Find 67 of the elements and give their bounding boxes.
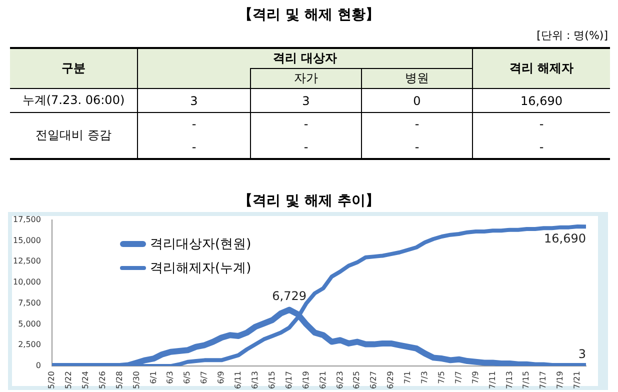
text: 전일대비 증감 (10, 112, 138, 158)
text: - (138, 136, 250, 158)
y-tick-label: 5,000 (18, 319, 41, 328)
y-tick-label: 0 (36, 361, 41, 370)
text: - (138, 112, 250, 136)
data-label: 6,729 (272, 288, 307, 303)
x-tick-label: 7/13 (504, 371, 514, 390)
text: - (538, 138, 545, 156)
text: 3 (138, 88, 250, 112)
x-tick-label: 7/5 (436, 371, 446, 384)
text: - (250, 136, 362, 158)
y-tick-label: 10,000 (12, 278, 41, 287)
x-tick-label: 6/7 (200, 371, 209, 384)
y-tick-label: 12,500 (12, 256, 41, 266)
text: 구분 (10, 48, 138, 88)
text: 0 (362, 88, 472, 112)
x-tick-label: 7/17 (538, 371, 548, 390)
text: - (250, 112, 362, 136)
x-tick-label: 6/9 (216, 371, 226, 384)
chart-title: 【격리 및 해제 추이】 (238, 192, 380, 210)
text: 누계(7.23. 06:00) (10, 88, 138, 112)
x-tick-label: 5/28 (114, 371, 124, 390)
x-tick-label: 6/27 (369, 371, 378, 390)
text: 3 (250, 88, 362, 112)
x-tick-label: 7/11 (488, 371, 497, 390)
x-tick-label: 6/21 (318, 371, 328, 390)
x-tick-label: 6/3 (166, 371, 175, 384)
text: - (538, 116, 545, 134)
text: 자가 (250, 68, 362, 88)
x-tick-label: 6/23 (335, 371, 344, 390)
x-tick-label: 6/17 (284, 371, 294, 390)
x-tick-label: 5/26 (98, 371, 107, 390)
x-tick-label: 7/7 (454, 371, 463, 384)
y-tick-label: 7,500 (18, 298, 41, 308)
x-tick-label: 6/29 (386, 371, 396, 390)
x-tick-label: 7/15 (522, 371, 531, 390)
x-tick-label: 5/22 (64, 371, 74, 390)
x-tick-label: 5/24 (80, 371, 90, 390)
text: - (362, 112, 472, 136)
x-tick-label: 7/1 (403, 371, 412, 384)
y-tick-label: 17,500 (12, 214, 41, 224)
x-tick-label: 7/21 (572, 371, 582, 390)
x-tick-label: 6/1 (148, 371, 158, 384)
text: - (362, 136, 472, 158)
data-label: 3 (578, 347, 586, 362)
x-tick-label: 6/25 (352, 371, 362, 390)
text: 병원 (362, 68, 472, 88)
y-tick-label: 15,000 (12, 236, 41, 245)
x-tick-label: 5/30 (132, 371, 141, 390)
x-tick-label: 7/9 (470, 371, 480, 384)
text: 16,690 (472, 88, 610, 112)
x-tick-label: 6/13 (250, 371, 260, 390)
data-label: 16,690 (544, 232, 586, 246)
x-tick-label: 7/3 (420, 371, 430, 384)
y-tick-label: 2,500 (18, 340, 41, 350)
x-tick-label: 5/20 (47, 371, 56, 390)
text: 격리 대상자 (138, 48, 472, 68)
text: 격리 해제자 (472, 48, 610, 88)
x-tick-label: 6/11 (234, 371, 243, 390)
x-tick-label: 7/19 (556, 371, 565, 390)
x-tick-label: 6/15 (267, 371, 276, 390)
x-tick-label: 6/5 (182, 371, 192, 384)
legend-label: 격리대상자(현원) (150, 236, 252, 253)
text: 【격리 및 해제 현황】 (238, 6, 380, 24)
legend-label: 격리해제자(누계) (150, 260, 252, 277)
text: [단위 : 명(%)] (536, 28, 608, 43)
x-tick-label: 6/19 (301, 371, 310, 390)
